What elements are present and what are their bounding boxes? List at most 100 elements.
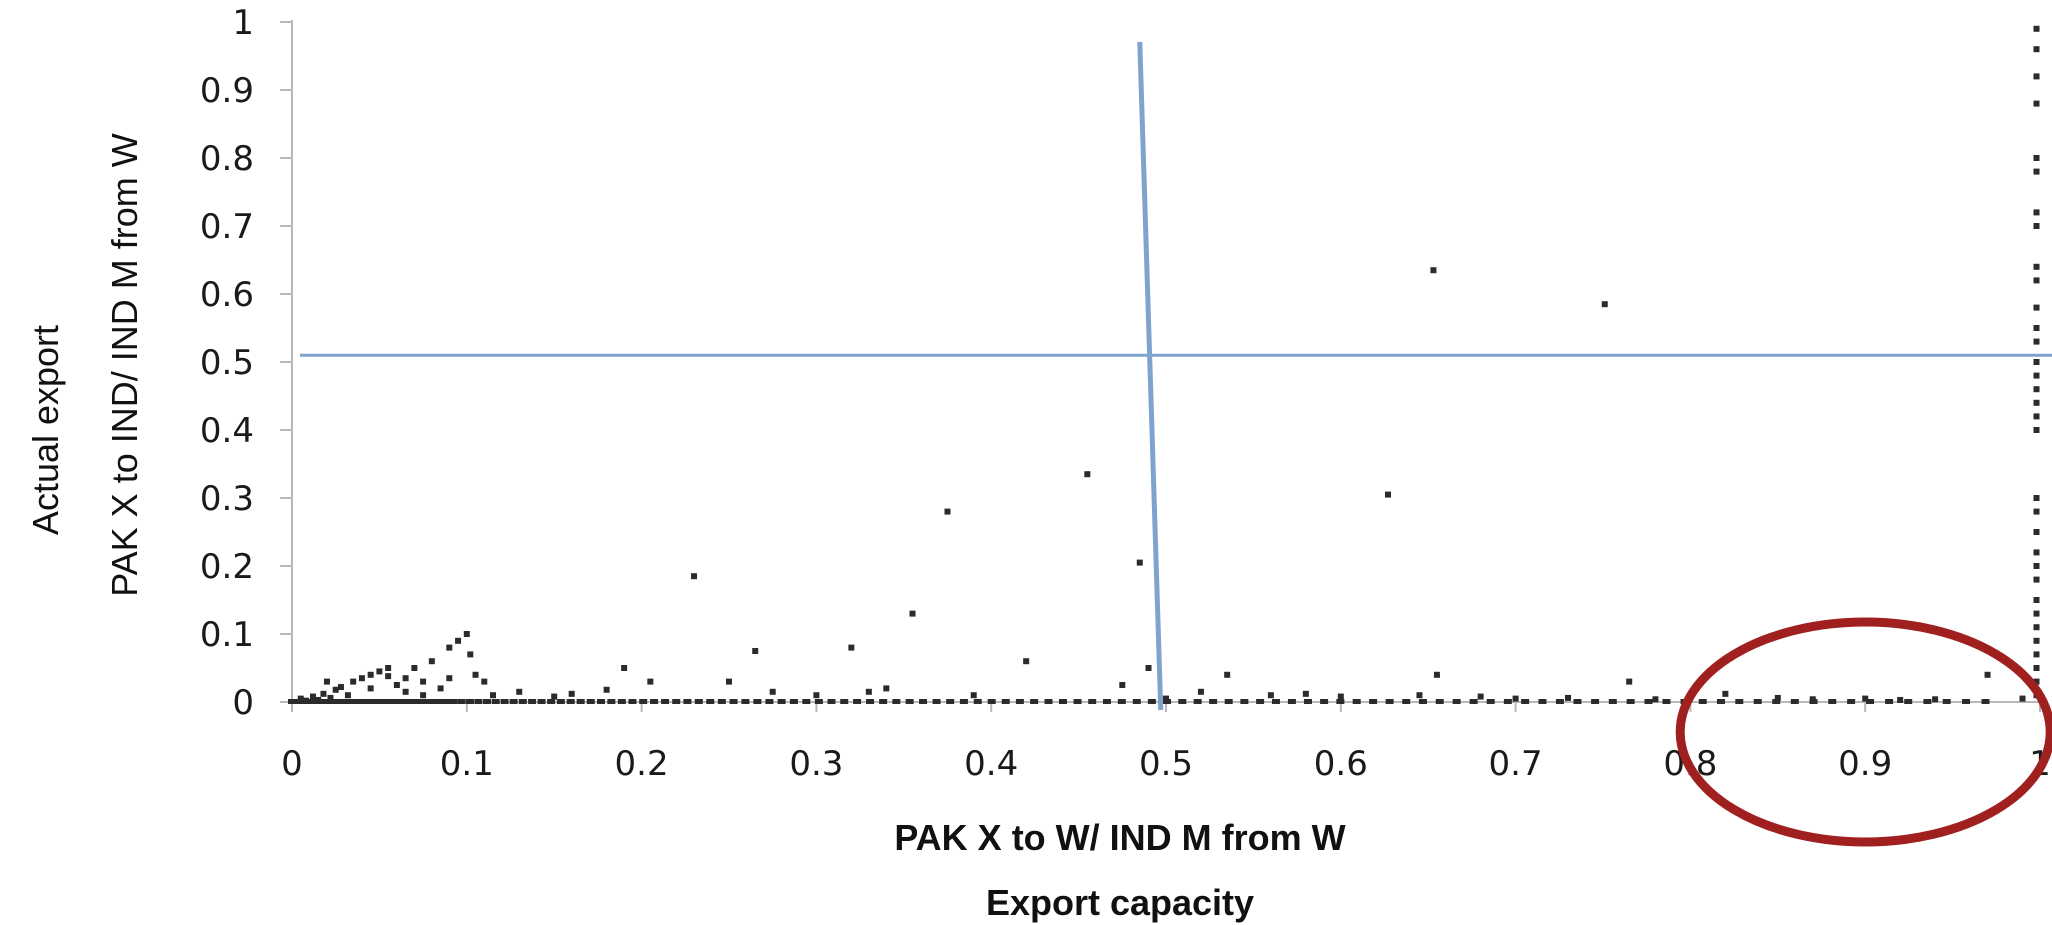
data-point (433, 699, 442, 704)
data-point (1119, 682, 1126, 688)
data-point (672, 699, 681, 704)
data-point (1942, 699, 1951, 704)
data-point (726, 678, 732, 685)
data-point (367, 685, 374, 692)
data-point (621, 665, 628, 671)
y-axis-label-line2: PAK X to IND/ IND M from W (104, 133, 145, 596)
data-point (1197, 688, 1204, 695)
data-point (706, 699, 715, 704)
data-point (481, 678, 488, 685)
data-point (352, 699, 361, 704)
data-point (2033, 46, 2040, 53)
data-point (2033, 678, 2040, 685)
data-point (346, 699, 355, 704)
data-point (1698, 699, 1707, 704)
data-point (607, 699, 616, 704)
data-point (1435, 699, 1444, 704)
tick-labels: 0 0.1 0.2 0.3 0.4 0.5 0.6 0.7 0.8 0.9 1 0 0.1 0.2 0.3 0… (200, 3, 2051, 784)
data-point (1469, 699, 1478, 704)
data-point (1538, 699, 1547, 704)
x-tick-label: 0.6 (1314, 744, 1368, 784)
data-point (1001, 699, 1010, 704)
data-point (1352, 699, 1361, 704)
data-point (441, 699, 450, 704)
data-point (753, 699, 762, 704)
data-point (472, 671, 479, 678)
data-point (465, 699, 474, 704)
data-point (2033, 549, 2040, 556)
data-point (2033, 651, 2040, 658)
data-point (1369, 699, 1378, 704)
data-point (1163, 695, 1169, 702)
data-point (1136, 559, 1143, 566)
data-point (2019, 695, 2026, 702)
x-tick-label: 0.9 (1838, 744, 1892, 784)
data-point (1573, 699, 1582, 704)
data-point (537, 699, 546, 704)
data-point (932, 699, 941, 704)
data-point (490, 692, 497, 699)
data-point (944, 508, 951, 515)
data-point (909, 610, 916, 617)
data-point (853, 699, 862, 704)
y-tick-label: 0.5 (200, 343, 254, 383)
data-point (376, 699, 385, 704)
data-point (302, 697, 309, 704)
data-point (765, 699, 774, 704)
data-point (1512, 695, 1519, 702)
data-point (2033, 372, 2040, 379)
data-point (1774, 694, 1781, 701)
data-point (370, 699, 379, 704)
data-point (1862, 695, 1869, 702)
data-point (437, 685, 444, 692)
y-tick-label: 0.6 (200, 275, 254, 315)
data-point (683, 699, 692, 704)
data-point (2033, 325, 2040, 331)
data-point (402, 675, 409, 682)
data-point (332, 686, 339, 693)
data-point (551, 693, 558, 700)
data-point (1772, 699, 1781, 704)
data-point (317, 699, 326, 704)
data-point (1256, 699, 1265, 704)
data-point (1416, 692, 1423, 699)
data-point (639, 699, 648, 704)
data-point (327, 694, 334, 701)
data-point (865, 688, 872, 695)
data-point (769, 688, 776, 695)
data-point (1981, 699, 1990, 704)
data-point (364, 699, 373, 704)
data-point (326, 699, 335, 704)
data-point (2033, 338, 2040, 345)
data-point (1716, 699, 1725, 704)
data-point (1402, 699, 1411, 704)
data-point (393, 682, 400, 688)
data-point (1904, 699, 1913, 704)
data-points (288, 25, 2040, 704)
x-tick-label: 0.7 (1489, 744, 1543, 784)
data-point (729, 699, 738, 704)
data-point (467, 651, 474, 658)
data-point (2033, 427, 2040, 433)
data-point (959, 699, 968, 704)
x-axis-label: PAK X to W/ IND M from W (894, 817, 1345, 858)
x-tick-label: 0.5 (1139, 744, 1193, 784)
data-point (309, 693, 316, 700)
data-point (2033, 359, 2040, 365)
data-point (827, 699, 836, 704)
data-point (491, 699, 500, 704)
data-point (1015, 699, 1024, 704)
data-point (516, 688, 523, 695)
data-point (2033, 508, 2040, 515)
data-point (586, 699, 595, 704)
data-point (1866, 699, 1875, 704)
data-point (1828, 699, 1837, 704)
data-point (973, 699, 982, 704)
data-point (403, 699, 412, 704)
data-point (1084, 471, 1091, 478)
data-point (2033, 223, 2040, 229)
data-point (1608, 699, 1617, 704)
data-point (547, 699, 556, 704)
data-point (556, 699, 565, 704)
